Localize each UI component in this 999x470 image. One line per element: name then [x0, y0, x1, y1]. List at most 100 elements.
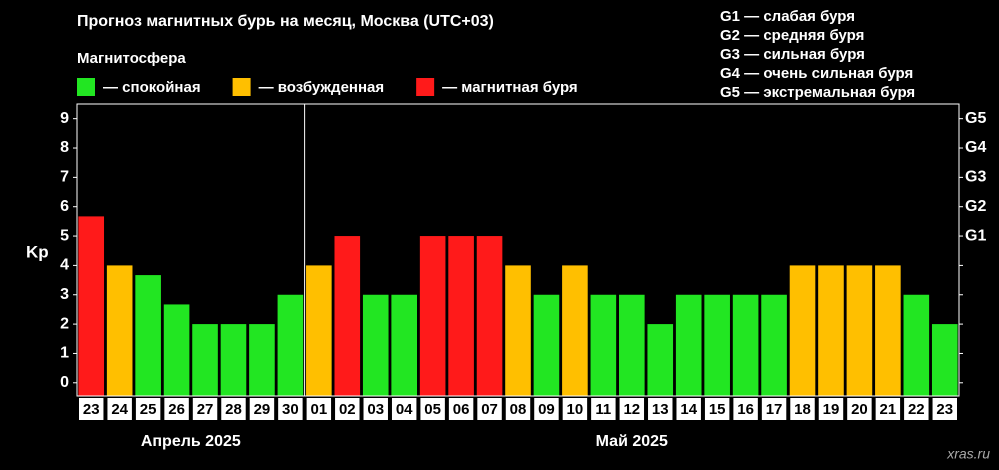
x-tick-box — [534, 398, 559, 420]
x-tick-label: 30 — [282, 401, 299, 418]
x-tick-label: 26 — [168, 401, 185, 418]
bar — [249, 324, 275, 396]
x-tick-box — [477, 398, 502, 420]
x-tick-box — [761, 398, 787, 420]
bar — [846, 265, 873, 396]
x-tick-box — [875, 398, 901, 420]
x-tick-box — [278, 398, 303, 420]
x-tick-label: 04 — [396, 401, 413, 418]
y-tick-label: 9 — [60, 110, 69, 127]
x-tick-box — [505, 398, 531, 420]
y-tick-label: 2 — [60, 315, 69, 332]
bar — [704, 294, 730, 396]
bar — [761, 294, 787, 396]
bar — [448, 236, 474, 396]
y-axis-label: Kp — [26, 242, 49, 261]
x-tick-label: 17 — [766, 401, 783, 418]
bar — [590, 294, 617, 396]
x-tick-box — [704, 398, 730, 420]
month-label: Апрель 2025 — [141, 433, 241, 450]
x-tick-box — [335, 398, 360, 420]
x-tick-box — [932, 398, 957, 420]
x-tick-label: 01 — [310, 401, 327, 418]
bar — [419, 236, 446, 396]
legend-label: — магнитная буря — [442, 79, 578, 96]
y2-tick-label: G1 — [965, 227, 986, 244]
x-tick-label: 22 — [908, 401, 925, 418]
x-tick-label: 21 — [880, 401, 897, 418]
bar — [78, 216, 105, 396]
bar — [220, 324, 247, 396]
legend-swatch — [77, 78, 95, 96]
bar — [875, 265, 901, 396]
x-tick-label: 23 — [936, 401, 953, 418]
x-tick-box — [420, 398, 445, 420]
legend-label: — спокойная — [103, 79, 201, 96]
y2-tick-label: G2 — [965, 198, 986, 215]
x-tick-box — [306, 398, 332, 420]
x-tick-label: 10 — [567, 401, 584, 418]
bar — [619, 294, 645, 396]
y-tick-label: 5 — [60, 227, 69, 244]
y2-tick-label: G5 — [965, 110, 986, 127]
bar — [789, 265, 816, 396]
bar — [732, 294, 759, 396]
x-tick-box — [221, 398, 246, 420]
x-tick-label: 05 — [424, 401, 441, 418]
bar — [476, 236, 503, 396]
bar — [391, 294, 417, 396]
x-tick-box — [192, 398, 218, 420]
legend-swatch — [232, 78, 251, 96]
bar — [106, 265, 133, 396]
y-tick-label: 3 — [60, 286, 69, 303]
watermark: xras.ru — [946, 446, 990, 462]
x-tick-label: 25 — [140, 401, 157, 418]
x-tick-label: 06 — [453, 401, 470, 418]
x-tick-box — [619, 398, 645, 420]
y-tick-label: 4 — [60, 257, 69, 274]
bar — [277, 294, 304, 396]
x-tick-box — [135, 398, 161, 420]
x-tick-label: 09 — [538, 401, 555, 418]
legend-title: Магнитосфера — [77, 50, 186, 67]
plot-frame — [76, 103, 960, 397]
bar — [533, 294, 560, 396]
x-tick-box — [733, 398, 758, 420]
scale-note: G5 — экстремальная буря — [720, 84, 915, 101]
bar — [903, 294, 930, 396]
bar — [562, 265, 588, 396]
x-tick-box — [107, 398, 132, 420]
y-tick-label: 0 — [60, 374, 69, 391]
bar — [192, 324, 218, 396]
x-tick-label: 02 — [339, 401, 356, 418]
y2-tick-label: G4 — [965, 139, 986, 156]
bar — [505, 265, 531, 396]
x-tick-box — [904, 398, 929, 420]
x-tick-box — [164, 398, 189, 420]
scale-note: G2 — средняя буря — [720, 27, 864, 44]
x-tick-label: 11 — [595, 401, 611, 418]
bar — [334, 236, 361, 396]
legend-swatch — [416, 78, 435, 96]
y-tick-label: 1 — [60, 345, 69, 362]
scale-note: G4 — очень сильная буря — [720, 65, 913, 82]
month-label: Май 2025 — [596, 433, 668, 450]
bar — [675, 294, 702, 396]
x-tick-box — [847, 398, 872, 420]
y-tick-label: 8 — [60, 139, 69, 156]
x-tick-label: 15 — [709, 401, 726, 418]
x-tick-label: 13 — [652, 401, 669, 418]
x-tick-label: 16 — [737, 401, 754, 418]
x-tick-label: 27 — [197, 401, 214, 418]
x-tick-label: 28 — [225, 401, 242, 418]
x-tick-box — [448, 398, 474, 420]
x-tick-label: 14 — [680, 401, 697, 418]
bar — [135, 275, 161, 396]
bar — [818, 265, 844, 396]
x-tick-box — [391, 398, 417, 420]
bar — [647, 324, 674, 396]
x-tick-box — [562, 398, 588, 420]
x-tick-box — [363, 398, 388, 420]
chart-title: Прогноз магнитных бурь на месяц, Москва … — [77, 13, 494, 30]
